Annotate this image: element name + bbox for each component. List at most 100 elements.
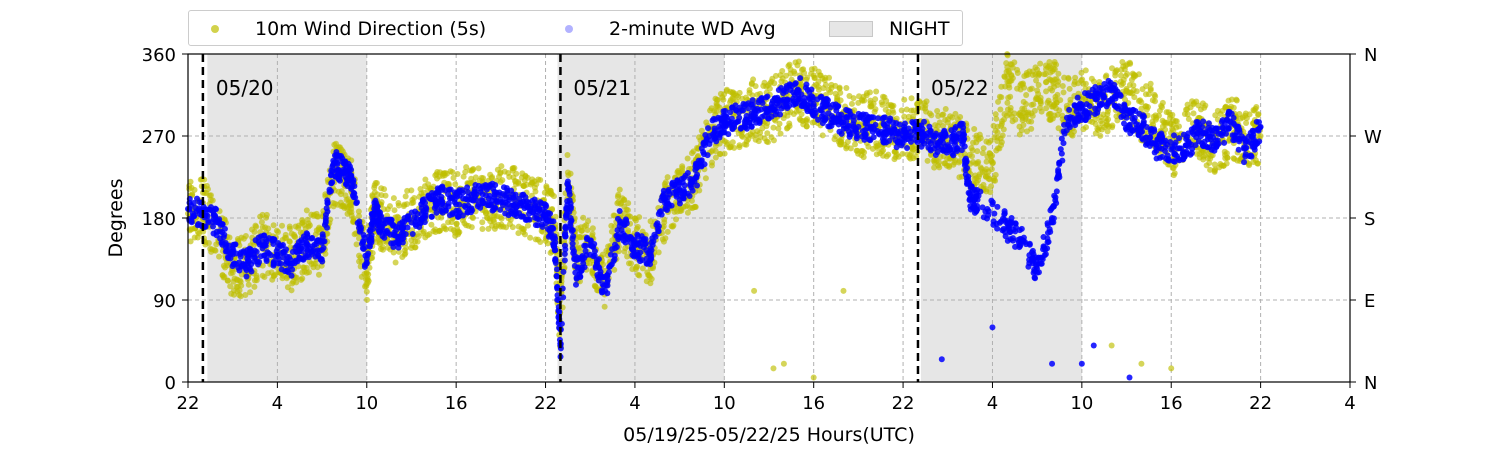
wind-direction-point (1007, 104, 1014, 111)
wind-direction-point (230, 278, 237, 285)
wd-avg-point (349, 182, 356, 189)
wd-avg-point (782, 101, 789, 108)
wind-direction-point (263, 211, 270, 218)
wind-direction-point (1243, 115, 1250, 122)
wd-avg-point (456, 201, 463, 208)
wind-direction-point (662, 235, 669, 242)
wind-direction-point (447, 168, 454, 175)
wind-direction-point (527, 234, 534, 241)
wind-direction-point (879, 101, 886, 108)
wind-direction-point (981, 168, 988, 175)
wind-direction-point (998, 83, 1005, 90)
wind-direction-point (1007, 78, 1014, 85)
wind-direction-point (425, 181, 432, 188)
wind-direction-point (552, 213, 559, 220)
wind-direction-point (873, 88, 880, 95)
wind-direction-point (986, 150, 993, 157)
wind-direction-point (580, 214, 587, 221)
wd-avg-point (960, 131, 967, 138)
wd-avg-point (455, 213, 462, 220)
wd-avg-point (547, 232, 554, 239)
wind-direction-point (1051, 83, 1058, 90)
wd-avg-point (296, 254, 303, 261)
wd-avg-point (395, 244, 402, 251)
wind-direction-point (498, 163, 505, 170)
wind-direction-point (1200, 156, 1207, 163)
wind-direction-point (529, 180, 536, 187)
wind-direction-point (381, 186, 388, 193)
wind-direction-point (647, 218, 654, 225)
wind-direction-point (664, 228, 671, 235)
wind-direction-point (245, 281, 252, 288)
wind-direction-point (472, 174, 479, 181)
wd-avg-point (647, 250, 654, 257)
wd-avg-point (821, 97, 828, 104)
wind-direction-point (490, 213, 497, 220)
wind-direction-point (660, 223, 667, 230)
wd-avg-point (238, 263, 245, 270)
wind-direction-point (304, 216, 311, 223)
wind-direction-point (1113, 67, 1120, 74)
wind-direction-point (1185, 116, 1192, 123)
wd-avg-point (574, 264, 581, 271)
wind-direction-point (548, 190, 555, 197)
wd-avg-point (331, 152, 338, 159)
wind-direction-point (379, 244, 386, 251)
wd-avg-point (218, 239, 225, 246)
wind-direction-point (454, 225, 461, 232)
wind-direction-point (983, 186, 990, 193)
wind-direction-point (501, 168, 508, 175)
wd-avg-point (830, 101, 837, 108)
wd-avg-point (726, 121, 733, 128)
wind-direction-point (770, 365, 777, 372)
wd-avg-point (188, 217, 195, 224)
wind-direction-point (310, 260, 317, 267)
wind-direction-point (1233, 96, 1240, 103)
wd-avg-point (1090, 342, 1097, 349)
wind-direction-point (1228, 96, 1235, 103)
wind-direction-point (625, 200, 632, 207)
wind-direction-point (924, 157, 931, 164)
wind-direction-point (999, 132, 1006, 139)
wind-direction-point (1023, 70, 1030, 77)
wind-direction-point (994, 123, 1001, 130)
wd-avg-point (738, 124, 745, 131)
wind-direction-point (363, 288, 370, 295)
wd-avg-point (210, 223, 217, 230)
wd-avg-point (886, 137, 893, 144)
wind-direction-point (777, 72, 784, 79)
wind-direction-point (1043, 88, 1050, 95)
wind-direction-point (1001, 116, 1008, 123)
wind-direction-point (679, 163, 686, 170)
wind-direction-point (749, 92, 756, 99)
wind-direction-point (454, 170, 461, 177)
wind-direction-point (955, 159, 962, 166)
wind-direction-point (356, 213, 363, 220)
wind-direction-point (883, 97, 890, 104)
wind-direction-point (291, 233, 298, 240)
wind-direction-point (259, 262, 266, 269)
wd-avg-point (356, 218, 363, 225)
wd-avg-point (635, 240, 642, 247)
wind-direction-point (1219, 107, 1226, 114)
wind-direction-point (589, 230, 596, 237)
wind-direction-point (591, 282, 598, 289)
wind-direction-point (1193, 98, 1200, 105)
wind-direction-point (950, 161, 957, 168)
wind-direction-point (338, 188, 345, 195)
wind-direction-point (269, 276, 276, 283)
wind-direction-point (995, 98, 1002, 105)
wd-avg-point (393, 239, 400, 246)
wd-avg-point (367, 238, 374, 245)
wind-direction-point (400, 203, 407, 210)
wd-avg-point (722, 107, 729, 114)
wd-avg-point (500, 184, 507, 191)
wind-direction-point (390, 195, 397, 202)
wind-direction-point (766, 85, 773, 92)
wd-avg-point (246, 254, 253, 261)
wd-avg-point (681, 188, 688, 195)
wind-direction-point (1071, 78, 1078, 85)
wd-avg-point (790, 101, 797, 108)
wind-direction-point (1170, 127, 1177, 134)
wd-avg-point (445, 191, 452, 198)
